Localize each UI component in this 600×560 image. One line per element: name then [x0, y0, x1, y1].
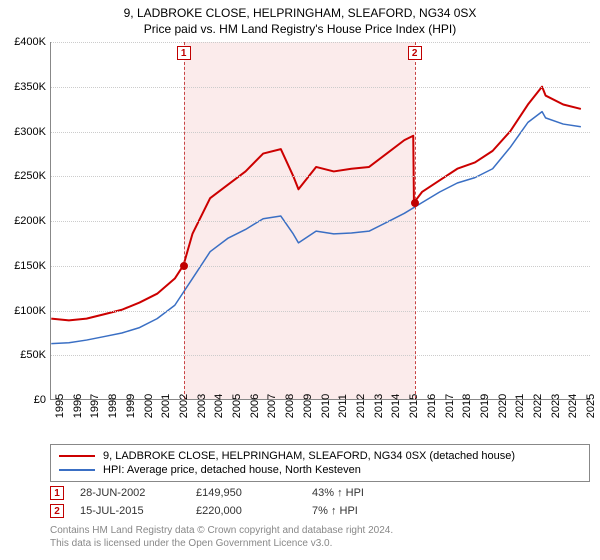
y-axis-label: £200K — [14, 215, 46, 227]
x-axis-label: 2022 — [532, 394, 544, 418]
x-axis-label: 2010 — [320, 394, 332, 418]
x-axis-label: 2017 — [444, 394, 456, 418]
credits-line-2: This data is licensed under the Open Gov… — [50, 537, 590, 550]
sale-marker-dot-1 — [180, 262, 188, 270]
x-axis-label: 2013 — [373, 394, 385, 418]
y-axis-label: £300K — [14, 126, 46, 138]
x-axis-label: 2009 — [302, 394, 314, 418]
gridline-h — [51, 87, 590, 88]
sale-marker-dot-2 — [411, 199, 419, 207]
shaded-period-edge — [415, 42, 416, 399]
legend-box: 9, LADBROKE CLOSE, HELPRINGHAM, SLEAFORD… — [50, 444, 590, 482]
legend-swatch-hpi — [59, 469, 95, 471]
series-line-property — [51, 87, 581, 321]
chart-subtitle: Price paid vs. HM Land Registry's House … — [0, 22, 600, 36]
x-axis-label: 2024 — [567, 394, 579, 418]
footnote-price-1: £149,950 — [196, 487, 296, 499]
x-axis-label: 1999 — [125, 394, 137, 418]
x-axis-label: 2014 — [390, 394, 402, 418]
footnote-marker-1: 1 — [50, 486, 64, 500]
chart-title-address: 9, LADBROKE CLOSE, HELPRINGHAM, SLEAFORD… — [0, 6, 600, 20]
x-axis-label: 1995 — [54, 394, 66, 418]
x-axis-label: 2001 — [160, 394, 172, 418]
plot-area: 12 — [50, 42, 590, 400]
footnotes: 1 28-JUN-2002 £149,950 43% ↑ HPI 2 15-JU… — [50, 484, 590, 520]
x-axis-label: 2007 — [266, 394, 278, 418]
x-axis-label: 2025 — [585, 394, 597, 418]
footnote-row-1: 1 28-JUN-2002 £149,950 43% ↑ HPI — [50, 484, 590, 502]
x-axis-label: 2002 — [178, 394, 190, 418]
x-axis-label: 1998 — [107, 394, 119, 418]
footnote-delta-1: 43% ↑ HPI — [312, 487, 412, 499]
gridline-h — [51, 355, 590, 356]
shaded-period-edge — [184, 42, 185, 399]
y-axis-label: £50K — [20, 349, 46, 361]
y-axis-label: £400K — [14, 36, 46, 48]
x-axis-label: 2011 — [337, 394, 349, 418]
legend-label-property: 9, LADBROKE CLOSE, HELPRINGHAM, SLEAFORD… — [103, 450, 515, 462]
title-block: 9, LADBROKE CLOSE, HELPRINGHAM, SLEAFORD… — [0, 0, 600, 36]
legend-row-hpi: HPI: Average price, detached house, Nort… — [59, 463, 581, 477]
y-axis-label: £350K — [14, 81, 46, 93]
x-axis-label: 2003 — [196, 394, 208, 418]
footnote-date-2: 15-JUL-2015 — [80, 505, 180, 517]
legend-swatch-property — [59, 455, 95, 457]
x-axis-label: 2016 — [426, 394, 438, 418]
footnote-marker-2: 2 — [50, 504, 64, 518]
x-axis-label: 1996 — [72, 394, 84, 418]
credits-line-1: Contains HM Land Registry data © Crown c… — [50, 524, 590, 537]
footnote-delta-2: 7% ↑ HPI — [312, 505, 412, 517]
x-axis-label: 2019 — [479, 394, 491, 418]
y-axis-label: £100K — [14, 305, 46, 317]
series-line-hpi — [51, 112, 581, 344]
footnote-price-2: £220,000 — [196, 505, 296, 517]
x-axis-label: 2006 — [249, 394, 261, 418]
x-axis-label: 2021 — [514, 394, 526, 418]
gridline-h — [51, 42, 590, 43]
gridline-h — [51, 132, 590, 133]
x-axis-label: 2018 — [461, 394, 473, 418]
x-axis-label: 2015 — [408, 394, 420, 418]
x-axis-label: 2020 — [497, 394, 509, 418]
gridline-h — [51, 221, 590, 222]
x-axis-label: 2000 — [143, 394, 155, 418]
x-axis-label: 2012 — [355, 394, 367, 418]
legend-label-hpi: HPI: Average price, detached house, Nort… — [103, 464, 361, 476]
footnote-row-2: 2 15-JUL-2015 £220,000 7% ↑ HPI — [50, 502, 590, 520]
gridline-h — [51, 266, 590, 267]
credits: Contains HM Land Registry data © Crown c… — [50, 524, 590, 550]
y-axis-label: £250K — [14, 170, 46, 182]
x-axis-label: 2008 — [284, 394, 296, 418]
y-axis-label: £150K — [14, 260, 46, 272]
legend-row-property: 9, LADBROKE CLOSE, HELPRINGHAM, SLEAFORD… — [59, 449, 581, 463]
y-axis-label: £0 — [34, 394, 46, 406]
gridline-h — [51, 176, 590, 177]
x-axis-label: 1997 — [89, 394, 101, 418]
chart-container: 9, LADBROKE CLOSE, HELPRINGHAM, SLEAFORD… — [0, 0, 600, 560]
footnote-date-1: 28-JUN-2002 — [80, 487, 180, 499]
x-axis-label: 2004 — [213, 394, 225, 418]
x-axis-label: 2023 — [550, 394, 562, 418]
sale-marker-box-2: 2 — [408, 46, 422, 60]
x-axis-label: 2005 — [231, 394, 243, 418]
gridline-h — [51, 311, 590, 312]
sale-marker-box-1: 1 — [177, 46, 191, 60]
